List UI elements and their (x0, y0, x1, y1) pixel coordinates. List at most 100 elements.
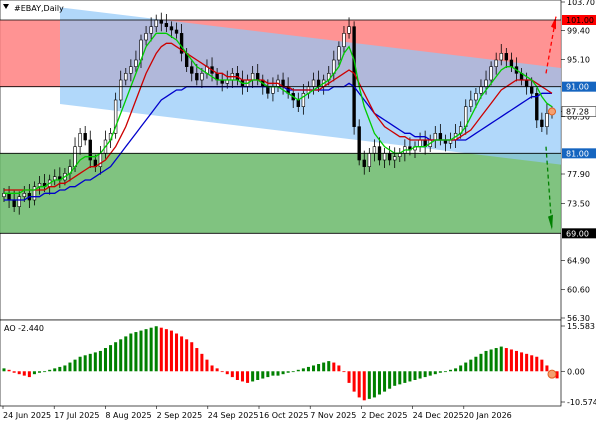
ao-tick-label: 15.583 (567, 322, 595, 331)
candle-bear (256, 73, 260, 81)
price-tick-label: 73.50 (567, 199, 590, 208)
level-tag (562, 15, 596, 25)
ao-marker (547, 369, 557, 379)
ao-bar (286, 371, 290, 373)
time-tick-label: 7 Nov 2025 (310, 411, 356, 420)
price-tick-label: 60.60 (567, 285, 590, 294)
ao-pane[interactable] (0, 319, 562, 407)
candle-bull (474, 93, 478, 101)
candle-bear (296, 99, 300, 107)
current-price-marker (548, 107, 556, 116)
candle-bear (179, 33, 184, 54)
candle-bull (545, 113, 549, 127)
ao-bar (525, 353, 529, 372)
symbol-marker-icon (3, 4, 9, 9)
ao-bar (154, 326, 158, 372)
ao-bar (408, 371, 412, 382)
ao-bar (337, 365, 341, 372)
price-tick-label: 86.50 (567, 113, 590, 122)
ao-tick-label: 0.00 (567, 367, 585, 376)
ao-bar (235, 371, 239, 380)
candle-bear (164, 23, 169, 27)
price-tick-label: 56.30 (567, 314, 590, 323)
ao-bar (73, 359, 77, 372)
candle-bear (7, 193, 11, 201)
price-tick-label: 64.90 (567, 257, 590, 266)
candle-bear (362, 159, 366, 167)
candle-bull (469, 99, 473, 107)
ao-bar (17, 371, 21, 375)
candle-bear (535, 93, 539, 121)
ao-bar (403, 371, 407, 383)
ao-bar (322, 362, 326, 372)
time-tick-label: 24 Sep 2025 (208, 411, 259, 420)
candle-bear (174, 29, 179, 34)
time-tick-label: 20 Jan 2026 (464, 411, 512, 420)
ao-bar (134, 332, 138, 372)
ao-bar (555, 371, 559, 379)
ao-bar (205, 359, 209, 372)
candle-bull (489, 66, 493, 81)
candle-bull (484, 79, 488, 87)
ao-bar (190, 342, 194, 372)
ao-bar (474, 356, 478, 372)
ao-bar (43, 371, 47, 373)
time-axis: 24 Jun 2025 17 Jul 2025 8 Aug 2025 2 Sep 20… (2, 406, 512, 420)
ao-bar (225, 371, 229, 375)
candle-bull (149, 26, 153, 34)
ao-bar (109, 345, 113, 372)
candle-bear (524, 79, 529, 87)
level-label: 81.00 (566, 149, 589, 158)
level-tag (562, 228, 596, 239)
ao-bar (459, 365, 463, 372)
candle-bull (347, 26, 351, 34)
ao-bar (78, 356, 82, 372)
ao-bar (454, 368, 458, 372)
ao-bar (271, 371, 275, 376)
candle-bull (494, 59, 498, 67)
ao-bar (98, 350, 102, 372)
ao-bar (530, 355, 534, 372)
level-tag (562, 148, 596, 159)
candle-bear (530, 86, 534, 94)
ao-bar (332, 362, 336, 372)
ao-bar (301, 368, 305, 372)
ao-bar (53, 368, 57, 372)
price-axis: 103.70 99.40 95.10 87.2886.50 77.90 73.50 64.9… (561, 0, 596, 323)
ao-bar (464, 362, 468, 372)
ao-bar (362, 371, 366, 401)
candle-bull (17, 196, 21, 207)
ao-bar (428, 371, 432, 376)
level-label: 69.00 (566, 229, 589, 238)
price-tick-label: 77.90 (567, 170, 590, 179)
ao-bar (180, 336, 184, 372)
candle-bull (119, 79, 123, 101)
ao-bar (159, 327, 163, 372)
candle-bear (88, 139, 92, 161)
price-tick-label: 95.10 (567, 55, 590, 64)
candle-bull (499, 53, 503, 61)
candle-bull (124, 73, 128, 81)
ao-bar (12, 371, 16, 373)
ao-bar (38, 371, 42, 373)
ao-bar (266, 371, 270, 378)
ao-bar (256, 371, 260, 380)
level-lines-layer (0, 19, 561, 234)
channel-layer (60, 7, 561, 165)
ao-histogram (2, 326, 559, 401)
ao-bar (139, 330, 143, 372)
candle-bull (22, 193, 26, 197)
ao-bar (367, 371, 371, 399)
candle-bear (12, 199, 16, 207)
candle-bull (200, 73, 204, 81)
ao-bar (312, 365, 316, 372)
ao-bar (520, 352, 524, 372)
ao-bar (438, 371, 442, 373)
ao-bar (372, 371, 376, 398)
ao-bar (347, 371, 351, 383)
ao-bar (509, 349, 513, 372)
candle-bear (438, 133, 443, 141)
ao-bar (540, 359, 544, 372)
ao-bar (535, 356, 539, 372)
